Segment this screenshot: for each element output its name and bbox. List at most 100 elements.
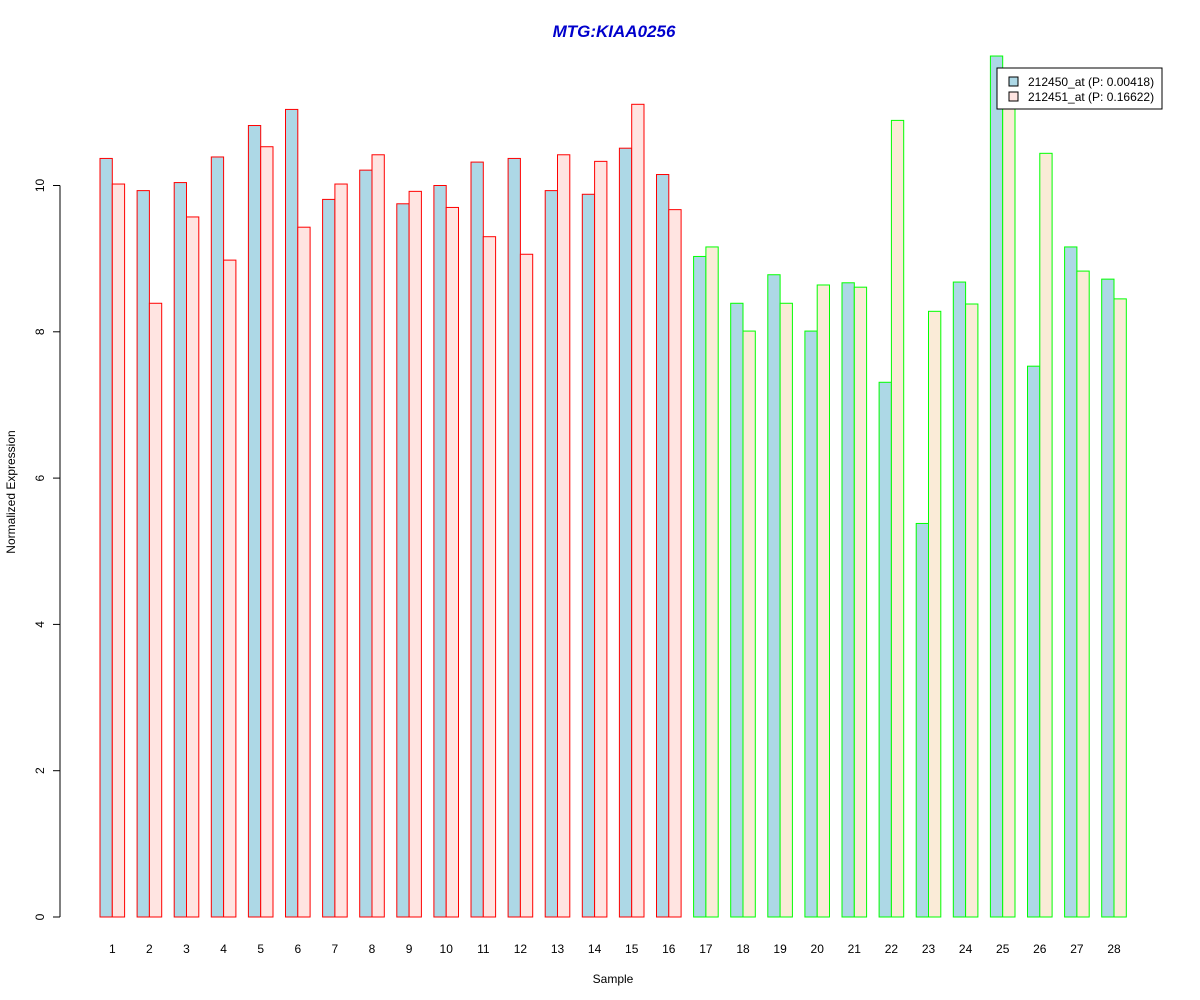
y-tick-label: 0 bbox=[33, 913, 47, 920]
x-tick-label: 15 bbox=[625, 942, 639, 956]
x-tick-label: 6 bbox=[294, 942, 301, 956]
bar-series-2 bbox=[1002, 89, 1016, 918]
bar-series-1 bbox=[433, 185, 447, 918]
bar-series-2 bbox=[742, 330, 756, 918]
bar-series-2 bbox=[594, 160, 608, 918]
legend-swatch-series-1 bbox=[1008, 76, 1019, 87]
x-tick-label: 1 bbox=[109, 942, 116, 956]
legend-label-series-1: 212450_at (P: 0.00418) bbox=[1028, 75, 1154, 89]
bar-series-2 bbox=[223, 259, 237, 918]
x-tick-label: 17 bbox=[699, 942, 713, 956]
x-tick-label: 28 bbox=[1107, 942, 1121, 956]
x-tick-label: 16 bbox=[662, 942, 676, 956]
bar-series-2 bbox=[111, 183, 126, 918]
bar-series-1 bbox=[989, 55, 1004, 918]
bar-series-1 bbox=[915, 522, 930, 918]
bar-series-1 bbox=[581, 193, 596, 918]
bar-series-1 bbox=[1064, 246, 1078, 918]
bar-series-2 bbox=[965, 303, 979, 918]
bar-series-1 bbox=[1101, 278, 1115, 918]
bar-series-2 bbox=[631, 103, 645, 918]
bar-series-2 bbox=[408, 190, 422, 918]
y-tick-label: 8 bbox=[33, 328, 47, 335]
x-tick-label: 27 bbox=[1070, 942, 1084, 956]
bar-series-2 bbox=[519, 253, 534, 918]
x-tick-label: 3 bbox=[183, 942, 190, 956]
x-tick-label: 11 bbox=[477, 942, 490, 956]
x-tick-label: 20 bbox=[811, 942, 825, 956]
bar-series-1 bbox=[173, 182, 187, 918]
bar-series-2 bbox=[334, 183, 348, 918]
x-tick-label: 21 bbox=[848, 942, 862, 956]
legend-swatch-series-2 bbox=[1008, 91, 1019, 102]
bar-series-2 bbox=[482, 236, 497, 918]
x-tick-label: 5 bbox=[257, 942, 264, 956]
bar-series-1 bbox=[136, 190, 150, 918]
bar-series-2 bbox=[705, 246, 719, 918]
bar-series-1 bbox=[656, 174, 670, 918]
bar-series-1 bbox=[618, 147, 633, 918]
bar-series-2 bbox=[371, 154, 385, 918]
x-tick-label: 8 bbox=[369, 942, 376, 956]
x-tick-label: 4 bbox=[220, 942, 227, 956]
legend: 212450_at (P: 0.00418) 212451_at (P: 0.1… bbox=[996, 67, 1163, 110]
bar-series-1 bbox=[396, 203, 410, 918]
bars bbox=[99, 55, 1127, 918]
x-tick-label: 18 bbox=[736, 942, 750, 956]
x-tick-label: 2 bbox=[146, 942, 153, 956]
bar-series-2 bbox=[779, 302, 793, 918]
bar-series-1 bbox=[507, 157, 521, 918]
x-tick-label: 23 bbox=[922, 942, 936, 956]
bar-series-1 bbox=[359, 169, 373, 918]
bar-series-1 bbox=[247, 125, 262, 918]
legend-box bbox=[996, 67, 1163, 110]
bar-series-1 bbox=[322, 198, 336, 918]
x-tick-label: 7 bbox=[332, 942, 339, 956]
bar-series-2 bbox=[260, 146, 274, 918]
bar-series-2 bbox=[853, 286, 868, 918]
y-tick-label: 10 bbox=[33, 179, 47, 193]
x-tick-label: 12 bbox=[514, 942, 528, 956]
x-tick-label: 25 bbox=[996, 942, 1010, 956]
bar-series-1 bbox=[285, 108, 299, 918]
bar-series-1 bbox=[730, 302, 744, 918]
bar-series-2 bbox=[1113, 298, 1127, 918]
x-tick-label: 9 bbox=[406, 942, 413, 956]
bar-series-2 bbox=[297, 226, 311, 918]
x-tick-label: 19 bbox=[773, 942, 787, 956]
bar-series-2 bbox=[557, 154, 571, 918]
x-axis-label: Sample bbox=[593, 972, 634, 986]
legend-label-series-2: 212451_at (P: 0.16622) bbox=[1028, 90, 1154, 104]
bar-series-2 bbox=[445, 206, 460, 918]
bar-series-2 bbox=[928, 310, 942, 918]
bar-series-2 bbox=[186, 216, 200, 918]
y-tick-label: 2 bbox=[33, 767, 47, 774]
y-tick-label: 6 bbox=[33, 474, 47, 481]
y-axis-label: Normalized Expression bbox=[4, 430, 18, 553]
y-axis: 0 2 4 6 8 10 bbox=[33, 179, 61, 920]
bar-series-2 bbox=[816, 284, 831, 918]
bar-series-2 bbox=[890, 119, 905, 918]
x-tick-label: 14 bbox=[588, 942, 602, 956]
bar-series-2 bbox=[1076, 270, 1090, 918]
bar-series-2 bbox=[1039, 152, 1053, 918]
x-tick-label: 13 bbox=[551, 942, 565, 956]
x-tick-label: 22 bbox=[885, 942, 899, 956]
y-tick-label: 4 bbox=[33, 621, 47, 628]
bar-series-1 bbox=[952, 281, 967, 918]
bar-series-2 bbox=[148, 302, 163, 918]
bar-series-1 bbox=[804, 330, 818, 918]
bar-series-1 bbox=[878, 381, 892, 918]
bar-series-1 bbox=[767, 274, 781, 918]
x-tick-label: 10 bbox=[440, 942, 454, 956]
bar-series-1 bbox=[470, 161, 484, 918]
x-tick-label: 26 bbox=[1033, 942, 1047, 956]
chart-title: MTG:KIAA0256 bbox=[553, 22, 676, 41]
bar-series-1 bbox=[841, 282, 855, 918]
bar-series-1 bbox=[1027, 365, 1041, 918]
bar-series-1 bbox=[693, 255, 707, 918]
x-tick-labels: 1 2 3 4 5 6 7 8 9 10 11 12 13 14 15 16 17 18 19 20 21 22 23 24 2… bbox=[109, 942, 1121, 956]
bar-series-1 bbox=[99, 157, 113, 918]
x-tick-label: 24 bbox=[959, 942, 973, 956]
